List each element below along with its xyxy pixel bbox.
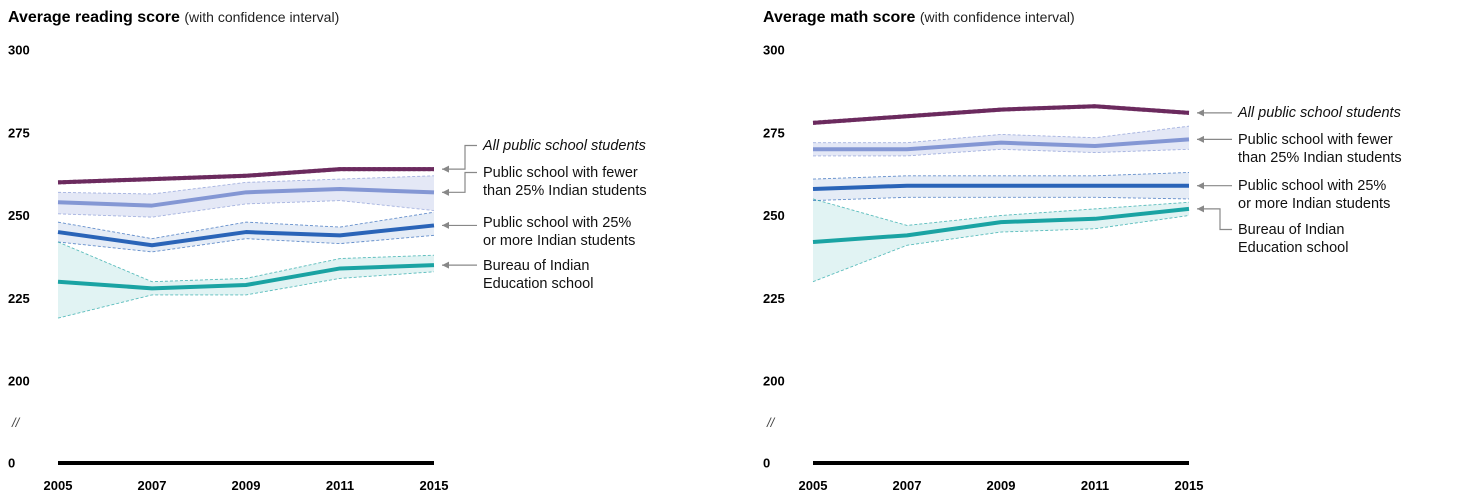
series-label: Public school with fewer than 25% Indian … — [1197, 132, 1402, 166]
confidence-upper-line — [812, 172, 1190, 180]
x-tick-label: 2015 — [420, 478, 449, 493]
confidence-band — [813, 198, 1189, 282]
chart-title-main: Average math score — [763, 9, 916, 26]
confidence-upper-line — [57, 241, 435, 283]
y-tick-label: 0 — [8, 456, 15, 471]
series-line — [812, 104, 1190, 125]
series-label-text: Bureau of Indian Education school — [483, 258, 593, 292]
confidence-lower-line — [57, 200, 435, 218]
reading-score-chart: Average reading score (with confidence i… — [0, 0, 700, 497]
axis-break-mark: // — [766, 415, 776, 430]
arrow-head-icon — [442, 221, 449, 229]
x-tick-label: 2007 — [893, 478, 922, 493]
series-line — [57, 167, 434, 185]
x-tick-label: 2005 — [799, 478, 828, 493]
series-label-line: Bureau of Indian — [1238, 222, 1344, 238]
series-label-line: Public school with fewer — [1238, 132, 1393, 148]
math-score-chart: Average math score (with confidence inte… — [755, 0, 1455, 497]
confidence-lower-line — [812, 196, 1190, 202]
y-tick-label: 300 — [8, 43, 30, 58]
confidence-band — [58, 241, 434, 319]
series-label-line: Education school — [483, 276, 593, 292]
series-label-line: Public school with 25% — [483, 215, 631, 231]
x-tick-label: 2009 — [987, 478, 1016, 493]
series-label-line: than 25% Indian students — [483, 183, 647, 199]
confidence-lower-line — [812, 215, 1190, 283]
x-tick-label: 2007 — [138, 478, 167, 493]
x-tick-label: 2005 — [44, 478, 73, 493]
series-label-text: Bureau of Indian Education school — [1238, 222, 1348, 256]
series-label-line: or more Indian students — [1238, 196, 1390, 212]
series-label-line: Public school with fewer — [483, 165, 638, 181]
series-label-line: All public school students — [482, 138, 646, 154]
series-label-text: Public school with 25% or more Indian stu… — [1238, 178, 1390, 212]
x-tick-label: 2011 — [1081, 478, 1109, 493]
x-tick-label: 2015 — [1175, 478, 1204, 493]
axis-break-mark: // — [11, 415, 21, 430]
series-label: Public school with fewer than 25% Indian … — [442, 165, 647, 199]
reading-score-plot: 300 275 250 225 200 0 // 2005 2007 2009 2011 2015 Al… — [8, 43, 647, 494]
series-label-text: Public school with fewer than 25% Indian … — [1238, 132, 1402, 166]
y-tick-label: 275 — [8, 125, 30, 140]
x-tick-label: 2009 — [232, 478, 261, 493]
confidence-upper-line — [813, 125, 1190, 144]
arrow-head-icon — [442, 188, 449, 196]
series-label-text: All public school students — [482, 138, 646, 154]
y-tick-label: 250 — [763, 208, 785, 223]
arrow-head-icon — [1197, 205, 1204, 213]
series-line — [812, 206, 1190, 244]
series-label-text: All public school students — [1237, 105, 1401, 121]
series-line — [57, 187, 435, 208]
chart-subtitle: (with confidence interval) — [184, 9, 340, 25]
chart-title: Average reading score (with confidence i… — [8, 9, 339, 27]
series-label: All public school students — [442, 138, 646, 173]
confidence-lower-line — [57, 271, 435, 319]
arrow-head-icon — [1197, 182, 1204, 190]
series-line — [813, 137, 1190, 152]
chart-subtitle: (with confidence interval) — [919, 9, 1075, 25]
series-label-text: Public school with fewer than 25% Indian … — [483, 165, 647, 199]
arrow-head-icon — [1197, 135, 1204, 143]
label-connector — [442, 171, 477, 193]
series-label-line: Bureau of Indian — [483, 258, 589, 274]
confidence-upper-line — [812, 198, 1190, 226]
series-label-line: All public school students — [1237, 105, 1401, 121]
confidence-upper-line — [57, 175, 435, 195]
arrow-head-icon — [442, 261, 449, 269]
y-tick-label: 225 — [8, 291, 30, 306]
series-label: Bureau of Indian Education school — [442, 258, 593, 292]
series-line — [57, 263, 435, 291]
series-label: All public school students — [1197, 105, 1401, 121]
y-tick-label: 275 — [763, 125, 785, 140]
y-tick-label: 250 — [8, 208, 30, 223]
x-tick-label: 2011 — [326, 478, 354, 493]
y-tick-label: 0 — [763, 456, 770, 471]
confidence-lower-line — [57, 234, 435, 253]
label-connector — [1197, 208, 1232, 231]
series-label: Bureau of Indian Education school — [1197, 205, 1348, 256]
chart-title: Average math score (with confidence inte… — [763, 9, 1075, 27]
label-connector — [442, 144, 477, 170]
y-tick-label: 300 — [763, 43, 785, 58]
y-tick-label: 200 — [8, 374, 30, 389]
series-line — [57, 223, 435, 248]
confidence-lower-line — [813, 148, 1190, 157]
series-label: Public school with 25% or more Indian stu… — [1197, 178, 1390, 212]
series-label-text: Public school with 25% or more Indian stu… — [483, 215, 635, 249]
series-line — [812, 183, 1189, 192]
series-label-line: Education school — [1238, 240, 1348, 256]
y-tick-label: 200 — [763, 374, 785, 389]
math-score-plot: 300 275 250 225 200 0 // 2005 2007 2009 2011 2015 Al… — [763, 43, 1402, 494]
series-label-line: Public school with 25% — [1238, 178, 1386, 194]
series-label-line: or more Indian students — [483, 233, 635, 249]
y-tick-label: 225 — [763, 291, 785, 306]
chart-title-main: Average reading score — [8, 9, 180, 26]
arrow-head-icon — [442, 165, 449, 173]
series-label-line: than 25% Indian students — [1238, 150, 1402, 166]
series-label: Public school with 25% or more Indian stu… — [442, 215, 635, 249]
arrow-head-icon — [1197, 109, 1204, 117]
confidence-upper-line — [57, 211, 435, 240]
